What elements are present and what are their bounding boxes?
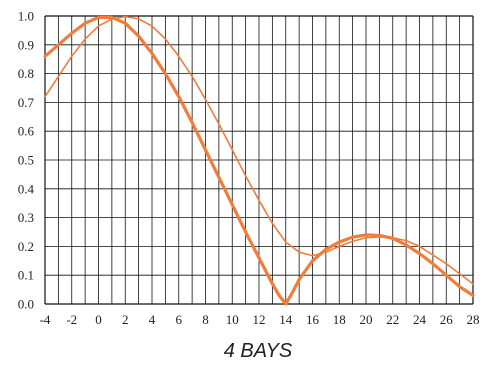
x-tick-label: -2 (66, 312, 77, 327)
x-tick-label: 0 (95, 312, 102, 327)
x-tick-label: 26 (440, 312, 454, 327)
x-tick-label: 10 (226, 312, 239, 327)
x-tick-label: 6 (176, 312, 183, 327)
series-line-2 (44, 15, 474, 285)
y-tick-label: 0.1 (18, 268, 34, 283)
y-tick-label: 0.9 (18, 37, 34, 52)
x-tick-label: 22 (386, 312, 399, 327)
x-tick-label: 20 (360, 312, 373, 327)
x-tick-label: -4 (40, 312, 51, 327)
x-tick-label: 18 (333, 312, 346, 327)
y-tick-label: 1.0 (18, 9, 34, 24)
x-axis-ticks: -4 -2 0 2 4 6 8 10 12 14 16 18 20 22 24 26 28 (40, 312, 480, 327)
y-tick-label: 0.5 (18, 153, 34, 168)
y-tick-label: 0.4 (18, 181, 35, 196)
y-tick-label: 0.2 (18, 239, 34, 254)
x-tick-label: 14 (279, 312, 293, 327)
series-line-1 (43, 15, 475, 306)
x-tick-label: 28 (467, 312, 480, 327)
y-axis-ticks: 0.0 0.1 0.2 0.3 0.4 0.5 0.6 0.7 0.8 0.9 1.0 (18, 9, 35, 312)
x-tick-label: 8 (202, 312, 209, 327)
series-layer (43, 15, 475, 306)
chart-title: 4 BAYS (224, 340, 293, 362)
y-tick-label: 0.0 (18, 297, 34, 312)
y-tick-label: 0.6 (18, 124, 35, 139)
x-tick-label: 4 (149, 312, 156, 327)
y-tick-label: 0.8 (18, 66, 34, 81)
y-tick-label: 0.7 (18, 95, 35, 110)
y-tick-label: 0.3 (18, 210, 34, 225)
grid (44, 15, 474, 305)
x-tick-label: 2 (122, 312, 129, 327)
x-tick-label: 12 (253, 312, 266, 327)
x-tick-label: 16 (306, 312, 320, 327)
x-tick-label: 24 (413, 312, 427, 327)
